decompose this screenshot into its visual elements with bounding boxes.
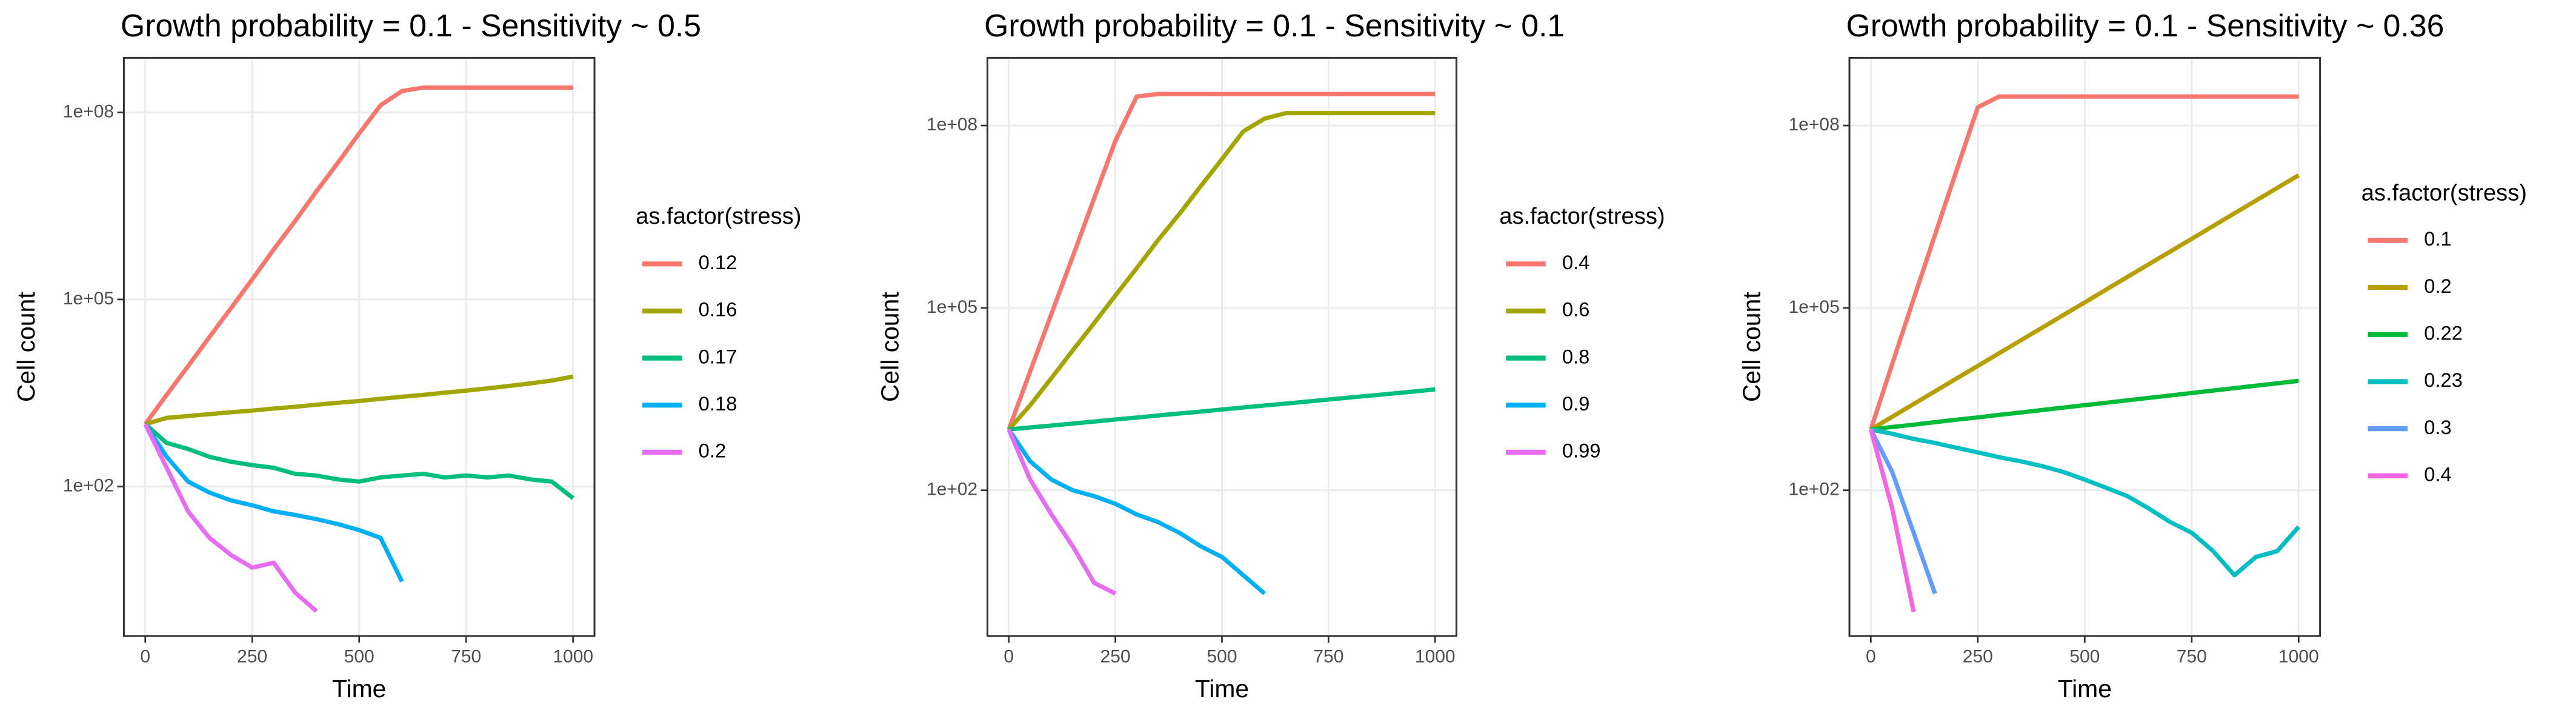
x-axis-title: Time (332, 675, 386, 703)
y-tick-label: 1e+05 (927, 297, 977, 317)
x-axis-title: Time (2058, 675, 2112, 703)
series-line (1870, 427, 2300, 578)
x-tick-label: 250 (237, 646, 267, 666)
legend-label: 0.16 (699, 298, 737, 321)
x-tick-label: 1000 (2278, 646, 2319, 666)
y-axis-title: Cell count (12, 292, 40, 402)
x-tick-label: 1000 (1415, 646, 1456, 666)
legend-label: 0.23 (2424, 369, 2463, 391)
plot-border (987, 56, 1457, 637)
series-line (1869, 428, 1937, 595)
series-line (144, 374, 574, 427)
legend-label: 0.9 (1562, 392, 1589, 415)
x-tick-label: 0 (140, 646, 150, 666)
x-tick-label: 500 (2069, 646, 2100, 666)
y-tick-label: 1e+02 (63, 475, 114, 495)
x-axis-title: Time (1195, 675, 1249, 703)
x-tick-label: 750 (1313, 646, 1343, 666)
legend-label: 0.3 (2424, 416, 2451, 438)
legend-title: as.factor(stress) (636, 203, 801, 229)
series-line (143, 423, 404, 583)
panel: 0 250 500 750 1000 1e+02 1e+05 1e+08 Growth prob… (876, 8, 1665, 703)
panel: 0 250 500 750 1000 1e+02 1e+05 1e+08 Growth prob… (1738, 8, 2527, 703)
series-line (1008, 387, 1436, 432)
series-line (1868, 94, 2299, 430)
y-tick-label: 1e+05 (63, 289, 114, 309)
plot-border (122, 56, 596, 637)
series-line (144, 422, 574, 500)
x-tick-label: 500 (1206, 646, 1237, 666)
y-tick-label: 1e+08 (927, 115, 977, 135)
series-line (1869, 173, 2300, 432)
legend-label: 0.22 (2424, 321, 2463, 344)
y-tick-label: 1e+05 (1788, 297, 1839, 317)
panel: 0 250 500 750 1000 1e+02 1e+05 1e+08 Growth prob… (12, 8, 801, 703)
legend-title: as.factor(stress) (1499, 203, 1665, 229)
y-tick-label: 1e+08 (63, 101, 114, 121)
series-line (143, 423, 318, 613)
x-tick-label: 250 (1963, 646, 1993, 666)
series-line (1868, 429, 1916, 612)
x-tick-label: 1000 (553, 646, 593, 666)
legend-title: as.factor(stress) (2361, 179, 2527, 206)
series-line (1007, 428, 1266, 595)
x-tick-label: 250 (1100, 646, 1131, 666)
series-line (143, 85, 573, 426)
series-line (1870, 378, 2299, 432)
legend-label: 0.6 (1562, 298, 1589, 321)
x-tick-label: 0 (1866, 646, 1876, 666)
series-line (1007, 92, 1436, 430)
y-tick-label: 1e+02 (1788, 480, 1839, 500)
legend-label: 0.99 (1562, 440, 1601, 462)
y-tick-label: 1e+02 (927, 480, 977, 500)
legend-label: 0.18 (699, 392, 737, 415)
legend-label: 0.1 (2424, 227, 2451, 250)
x-tick-label: 750 (2177, 646, 2207, 666)
legend-label: 0.4 (1562, 251, 1589, 273)
legend-label: 0.2 (2424, 275, 2451, 297)
chart-title: Growth probability = 0.1 - Sensitivity ~… (984, 8, 1565, 43)
y-axis-title: Cell count (1738, 292, 1766, 402)
legend-label: 0.12 (699, 251, 737, 273)
legend-label: 0.17 (699, 345, 737, 367)
chart-title: Growth probability = 0.1 - Sensitivity ~… (121, 8, 701, 43)
legend-label: 0.2 (699, 440, 726, 462)
x-tick-label: 0 (1003, 646, 1014, 666)
legend-label: 0.4 (2424, 463, 2451, 485)
x-tick-label: 750 (451, 646, 481, 666)
series-line (1007, 429, 1117, 596)
series-line (1007, 111, 1436, 431)
plot-border (1848, 56, 2321, 637)
y-axis-title: Cell count (876, 292, 904, 402)
x-tick-label: 500 (344, 646, 374, 666)
chart-title: Growth probability = 0.1 - Sensitivity ~… (1846, 8, 2445, 43)
y-tick-label: 1e+08 (1788, 115, 1839, 135)
legend-label: 0.8 (1562, 345, 1589, 367)
